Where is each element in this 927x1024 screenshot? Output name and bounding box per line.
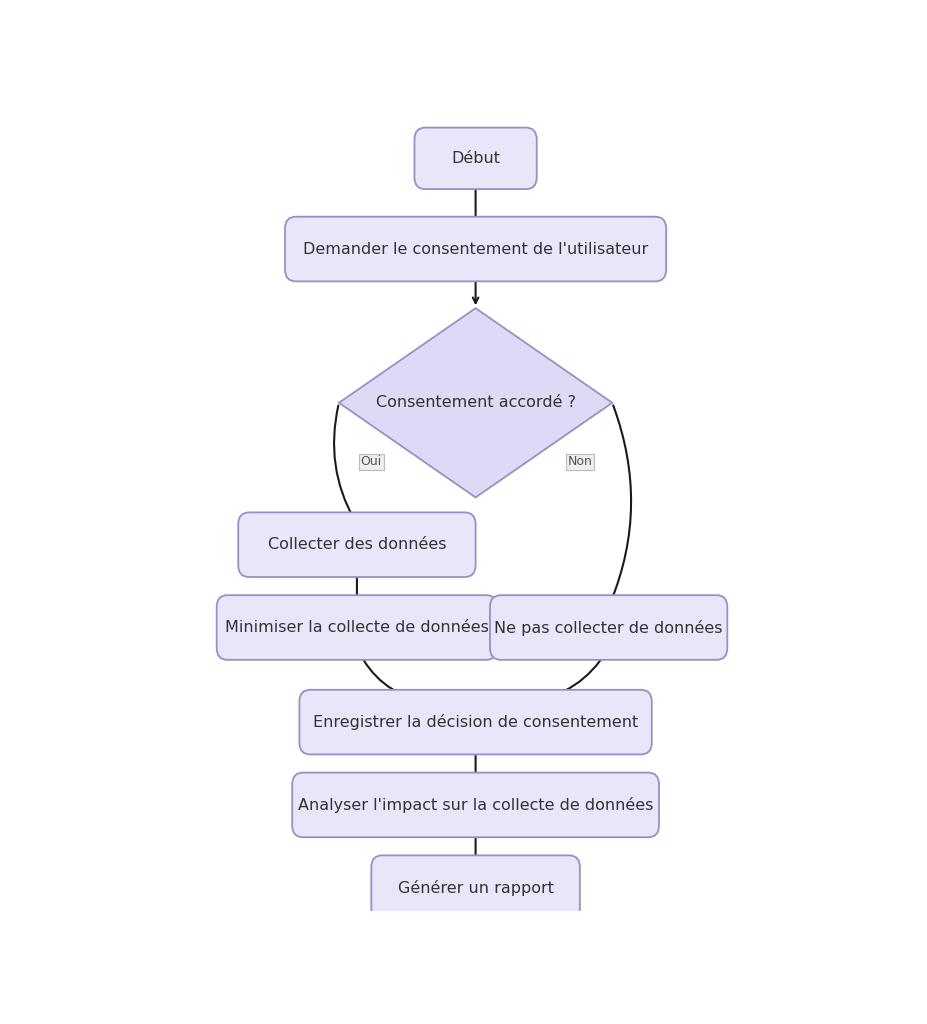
FancyBboxPatch shape [285,217,666,282]
Text: Générer un rapport: Générer un rapport [397,880,553,896]
FancyBboxPatch shape [292,772,658,838]
Text: Demander le consentement de l'utilisateur: Demander le consentement de l'utilisateu… [302,242,648,257]
Text: Début: Début [451,151,500,166]
Text: Analyser l'impact sur la collecte de données: Analyser l'impact sur la collecte de don… [298,797,653,813]
FancyBboxPatch shape [414,128,536,189]
FancyBboxPatch shape [299,690,651,755]
Text: Enregistrer la décision de consentement: Enregistrer la décision de consentement [312,714,638,730]
FancyBboxPatch shape [371,855,579,920]
Text: Ne pas collecter de données: Ne pas collecter de données [494,620,722,636]
Text: Collecter des données: Collecter des données [267,538,446,552]
FancyBboxPatch shape [238,512,476,578]
Polygon shape [338,308,612,498]
Text: Oui: Oui [361,456,382,468]
Text: Non: Non [566,456,591,468]
FancyBboxPatch shape [489,595,727,659]
Text: Minimiser la collecte de données: Minimiser la collecte de données [224,620,489,635]
FancyBboxPatch shape [217,595,497,659]
Text: Consentement accordé ?: Consentement accordé ? [375,395,575,411]
